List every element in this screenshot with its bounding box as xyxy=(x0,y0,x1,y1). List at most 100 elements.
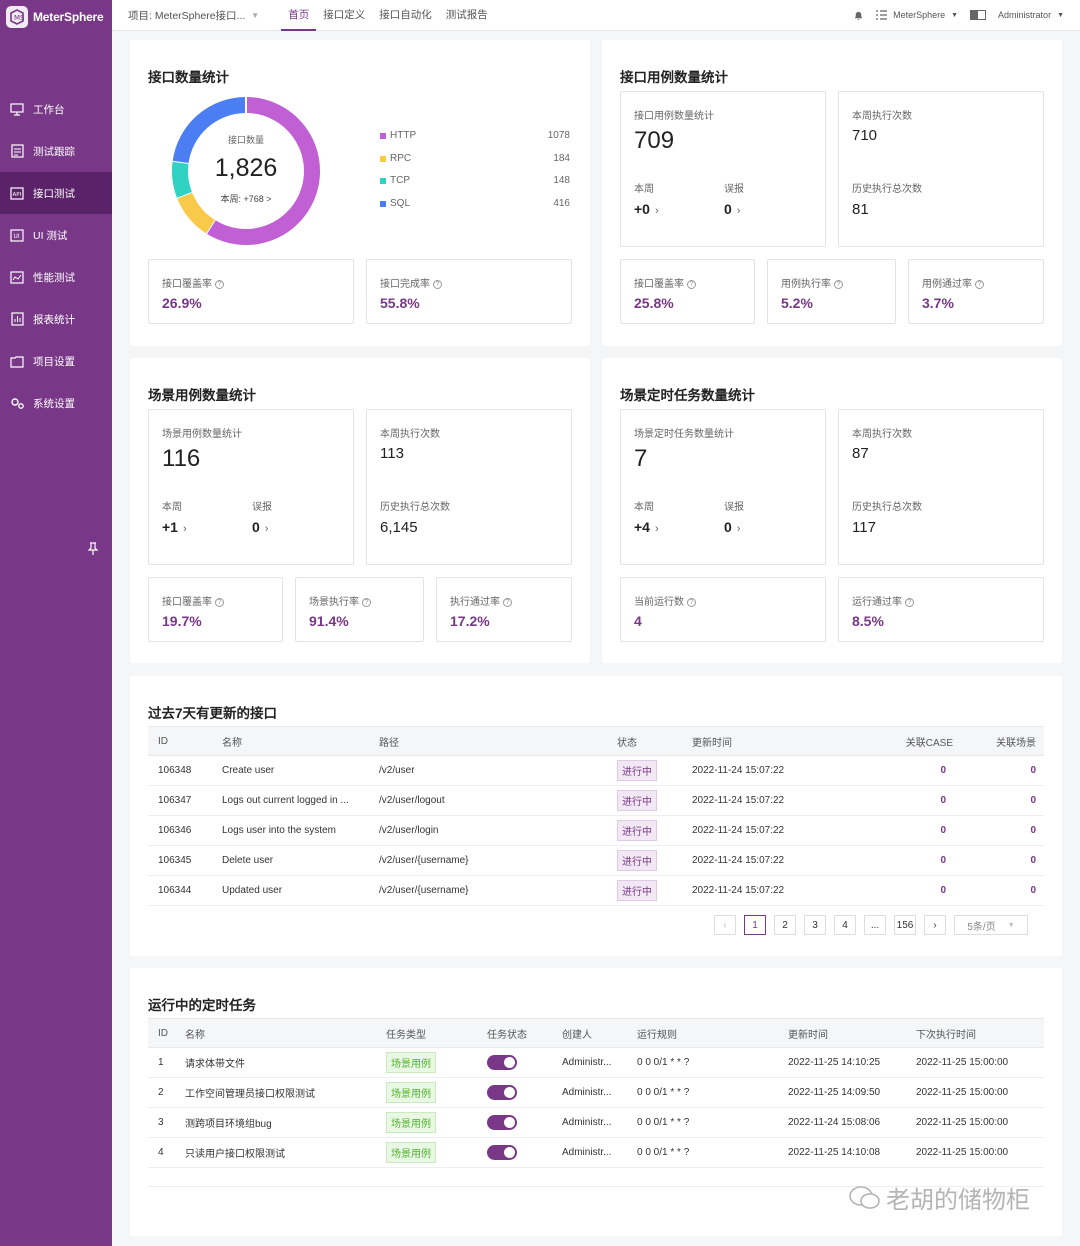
column-header[interactable]: ID xyxy=(148,1018,185,1048)
week-link[interactable]: +4 › xyxy=(634,519,659,535)
column-header[interactable]: 关联CASE xyxy=(862,726,961,756)
column-header[interactable]: 任务类型 xyxy=(386,1018,487,1048)
column-header[interactable]: 下次执行时间 xyxy=(916,1018,1044,1048)
sidebar-item[interactable]: 性能测试 xyxy=(0,256,112,298)
case-count-link[interactable]: 0 xyxy=(940,855,946,866)
help-icon[interactable]: ? xyxy=(834,280,843,289)
week-link[interactable]: +1 › xyxy=(162,519,187,535)
user-menu[interactable]: Administrator ▼ xyxy=(998,10,1064,20)
nav-tab[interactable]: 接口定义 xyxy=(323,8,366,21)
help-icon[interactable]: ? xyxy=(362,598,371,607)
page-size-select[interactable]: 5条/页 ▼ xyxy=(954,915,1028,935)
workspace-select[interactable]: MeterSphere ▼ xyxy=(876,10,958,20)
cell-text: 2022-11-24 15:07:22 xyxy=(692,825,785,836)
table-row[interactable]: 2 工作空间管理员接口权限测试 场景用例 Administr... 0 0 0/1 * … xyxy=(148,1077,1044,1108)
help-icon[interactable]: ? xyxy=(975,280,984,289)
table-row[interactable]: 3 测跨项目环境组bug 场景用例 Administr... 0 0 0/1 * * ?… xyxy=(148,1107,1044,1138)
table-row[interactable]: 4 只读用户接口权限测试 场景用例 Administr... 0 0 0/1 * * ?… xyxy=(148,1137,1044,1168)
project-select[interactable]: 项目: MeterSphere接口... ▼ xyxy=(128,8,259,23)
chevron-down-icon: ▼ xyxy=(251,10,260,20)
false-link[interactable]: 0 › xyxy=(724,201,740,217)
column-header[interactable]: 路径 xyxy=(379,726,617,756)
help-icon[interactable]: ? xyxy=(503,598,512,607)
legend-item[interactable]: RPC 184 xyxy=(380,153,570,164)
case-count-link[interactable]: 0 xyxy=(940,795,946,806)
sidebar-item[interactable]: 项目设置 xyxy=(0,340,112,382)
column-header[interactable]: 名称 xyxy=(185,1018,386,1048)
bell-icon[interactable] xyxy=(853,10,864,21)
nav-tab[interactable]: 首页 xyxy=(281,0,317,31)
donut-slice-http[interactable] xyxy=(206,97,320,245)
sidebar-item[interactable]: 报表统计 xyxy=(0,298,112,340)
help-icon[interactable]: ? xyxy=(215,598,224,607)
table-row[interactable]: 106346 Logs user into the system/v2/user/… xyxy=(148,815,1044,846)
column-header[interactable]: 状态 xyxy=(617,726,692,756)
task-status-toggle[interactable] xyxy=(487,1055,517,1070)
page-button[interactable]: 4 xyxy=(834,915,856,935)
donut-week[interactable]: 本周: +768 > xyxy=(220,194,272,204)
help-icon[interactable]: ? xyxy=(215,280,224,289)
next-page-button[interactable]: › xyxy=(924,915,946,935)
legend-item[interactable]: TCP 148 xyxy=(380,175,570,186)
pin-icon[interactable] xyxy=(87,542,99,556)
table-row[interactable]: 106347 Logs out current logged in ... /v2/… xyxy=(148,785,1044,816)
legend-swatch xyxy=(380,178,386,184)
exec-week-value: 710 xyxy=(852,127,878,144)
table-row[interactable]: 106348 Create user/v2/user 进行中 2022-11-24 1… xyxy=(148,755,1044,786)
donut-slice-tcp[interactable] xyxy=(172,160,193,198)
help-icon[interactable]: ? xyxy=(687,280,696,289)
cell-scenes: 0 xyxy=(961,785,1044,816)
prev-page-button[interactable]: ‹ xyxy=(714,915,736,935)
table-row[interactable]: 106345 Delete user/v2/user/{username} 进行中 2… xyxy=(148,845,1044,876)
case-count-link[interactable]: 0 xyxy=(940,885,946,896)
page-button[interactable]: 3 xyxy=(804,915,826,935)
sidebar-item[interactable]: API 接口测试 xyxy=(0,172,112,214)
column-header[interactable]: 更新时间 xyxy=(692,726,862,756)
nav-tab[interactable]: 测试报告 xyxy=(445,8,488,21)
page-button[interactable]: 2 xyxy=(774,915,796,935)
column-header[interactable]: 创建人 xyxy=(562,1018,637,1048)
page-button[interactable]: 1 xyxy=(744,915,766,935)
task-status-toggle[interactable] xyxy=(487,1085,517,1100)
column-header[interactable]: 关联场景 xyxy=(961,726,1044,756)
scene-count-link[interactable]: 0 xyxy=(1030,855,1036,866)
sidebar-item[interactable]: 工作台 xyxy=(0,88,112,130)
case-count-link[interactable]: 0 xyxy=(940,825,946,836)
legend-item[interactable]: HTTP 1078 xyxy=(380,130,570,141)
logo[interactable]: MS MeterSphere xyxy=(0,1,112,33)
cell-status: 进行中 xyxy=(617,875,692,906)
donut-slice-sql[interactable] xyxy=(172,97,247,164)
table-row[interactable]: 1 请求体带文件 场景用例 Administr... 0 0 0/1 * * ? 2022… xyxy=(148,1047,1044,1078)
language-icon[interactable] xyxy=(970,10,987,20)
help-icon[interactable]: ? xyxy=(433,280,442,289)
scene-count-link[interactable]: 0 xyxy=(1030,885,1036,896)
false-link[interactable]: 0 › xyxy=(724,519,740,535)
task-status-toggle[interactable] xyxy=(487,1115,517,1130)
nav-tab[interactable]: 接口自动化 xyxy=(379,8,432,21)
donut-slice-rpc[interactable] xyxy=(177,191,216,234)
page-button[interactable]: 156 xyxy=(894,915,916,935)
page-button[interactable]: ... xyxy=(864,915,886,935)
cell-id: 106346 xyxy=(148,815,222,846)
table-row[interactable]: 106344 Updated user/v2/user/{username} 进行中… xyxy=(148,875,1044,906)
sidebar-item[interactable]: UI UI 测试 xyxy=(0,214,112,256)
sidebar-item[interactable]: 系统设置 xyxy=(0,382,112,424)
legend-item[interactable]: SQL 416 xyxy=(380,198,570,209)
scene-count-link[interactable]: 0 xyxy=(1030,825,1036,836)
column-header[interactable]: 名称 xyxy=(222,726,379,756)
scene-count-link[interactable]: 0 xyxy=(1030,765,1036,776)
false-link[interactable]: 0 › xyxy=(252,519,268,535)
case-count-link[interactable]: 0 xyxy=(940,765,946,776)
task-status-toggle[interactable] xyxy=(487,1145,517,1160)
help-icon[interactable]: ? xyxy=(905,598,914,607)
cell-text: Updated user xyxy=(222,885,283,896)
sidebar-item[interactable]: 测试跟踪 xyxy=(0,130,112,172)
week-link[interactable]: +0 › xyxy=(634,201,659,217)
column-header[interactable]: ID xyxy=(148,726,222,756)
week-label: 本周 xyxy=(634,184,654,195)
help-icon[interactable]: ? xyxy=(687,598,696,607)
scene-count-link[interactable]: 0 xyxy=(1030,795,1036,806)
column-header[interactable]: 运行规则 xyxy=(637,1018,788,1048)
column-header[interactable]: 更新时间 xyxy=(788,1018,916,1048)
column-header[interactable]: 任务状态 xyxy=(487,1018,562,1048)
